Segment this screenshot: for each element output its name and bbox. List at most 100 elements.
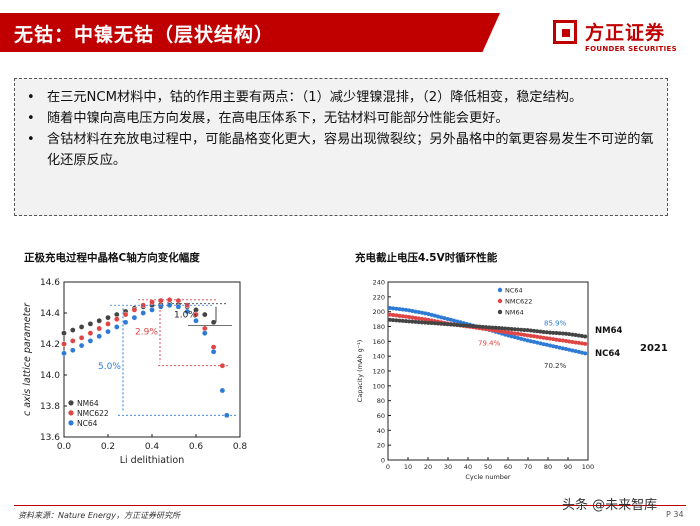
y-tick-label: 180 [373,323,385,331]
data-point-nm64 [493,325,498,330]
data-point-nmc622 [570,339,575,344]
page-number: P 34 [666,510,684,519]
cycling-chart: 0 10 20 30 40 50 60 70 80 90 100 0 20 40 60 80 100 120 140… [356,279,668,482]
data-point-nmc622 [114,316,120,323]
data-point-nc64 [87,338,94,344]
data-point-nc64 [397,307,402,312]
y-tick-label: 14.4 [40,309,60,319]
data-point-nmc622 [157,297,164,304]
data-point-nm64 [420,320,424,325]
data-point-nc64 [452,318,456,323]
data-point-nc64 [554,344,559,349]
data-point-nm64 [439,321,444,326]
data-point-nm64 [583,334,588,339]
data-point-nc64 [564,347,568,352]
data-point-nm64 [557,331,562,336]
y-axis-label: Capacity (mAh g⁻¹) [356,340,364,403]
data-point-nmc622 [564,339,568,344]
title-bar: 无钴：中镍无钴（层状结构） [0,13,500,52]
data-point-nmc622 [201,325,208,332]
legend-label-nc64: NC64 [505,287,523,295]
nm64-change-label: 1.0% [174,311,197,321]
data-point-nm64 [535,329,540,334]
data-point-nc64 [96,333,102,340]
data-point-nm64 [525,328,530,333]
y-tick-label: 20 [377,442,385,450]
data-point-nm64 [551,330,556,335]
data-point-nm64 [448,322,453,327]
data-point-nmc622 [397,313,402,318]
data-point-nm64 [114,311,120,318]
footer-source: 资料来源：Nature Energy，方正证券研究所 [18,511,180,520]
data-point-nm64 [429,321,434,326]
data-point-nc64 [541,342,546,347]
data-point-nm64 [528,328,533,333]
data-point-nm64 [70,327,76,333]
data-point-nm64 [96,317,102,324]
data-point-nc64 [184,308,190,315]
data-point-nc64 [432,313,437,318]
right-chart-title: 充电截止电压4.5V时循环性能 [355,252,498,264]
data-point-nmc622 [122,311,129,318]
data-point-nc64 [512,335,517,340]
data-point-nc64 [442,316,447,321]
x-tick-label: 90 [564,463,572,471]
data-point-nc64 [448,317,453,322]
legend-marker-nmc622 [497,298,503,304]
data-point-nmc622 [541,335,546,340]
year-label: 2021 [640,343,668,354]
data-point-nmc622 [583,341,588,346]
data-point-nc64 [201,330,208,336]
data-point-nm64 [78,324,85,330]
nmc622-retention-label: 79.4% [478,339,501,347]
data-point-nmc622 [496,329,501,334]
data-point-nc64 [560,346,565,351]
data-point-nmc622 [423,317,428,322]
summary-box: 在三元NCM材料中，钴的作用主要有两点：（1）减少锂镍混排，（2）降低相变，稳定… [14,78,668,216]
data-point-nc64 [548,343,552,348]
data-point-nmc622 [407,315,412,320]
data-point-nc64 [519,336,524,341]
data-point-nmc622 [175,297,182,304]
left-chart-title: 正极充电过程中晶格C轴方向变化幅度 [24,252,200,264]
data-point-nc64 [219,387,226,394]
data-point-nmc622 [105,321,111,327]
data-point-nmc622 [576,340,581,345]
y-tick-label: 40 [377,427,385,435]
nc64-retention-label: 70.2% [544,362,567,370]
x-tick-label: 0.4 [145,442,160,452]
data-point-nm64 [576,333,581,338]
data-point-nc64 [573,349,578,354]
y-tick-label: 14.0 [40,371,60,381]
nm64-end-label: NM64 [595,326,622,336]
data-point-nc64 [557,345,562,350]
legend-marker-nm64 [497,309,503,315]
data-point-nm64 [436,321,440,326]
data-point-nmc622 [413,315,418,320]
data-point-nmc622 [554,337,559,342]
data-point-nmc622 [394,313,399,318]
logo-en: FOUNDER SECURITIES [585,45,677,53]
data-point-nc64 [506,333,511,338]
data-point-nmc622 [538,335,543,340]
y-tick-label: 160 [373,338,385,346]
data-point-nc64 [131,314,138,321]
data-point-nmc622 [548,336,552,341]
data-point-nc64 [78,342,85,349]
data-point-nmc622 [506,330,511,335]
y-axis-label: c axis lattice parameter [22,302,33,416]
legend-label-nmc622: NMC622 [77,409,109,418]
data-point-nm64 [201,311,208,318]
data-point-nm64 [516,327,520,332]
data-point-nm64 [416,320,421,325]
data-point-nm64 [573,333,578,338]
data-point-nm64 [388,317,392,322]
x-tick-label: 0 [386,463,390,471]
data-point-nmc622 [519,332,524,337]
data-point-nc64 [423,311,428,316]
data-point-nc64 [580,350,584,355]
data-point-nc64 [61,350,67,357]
data-point-nm64 [570,332,575,337]
data-point-nmc622 [512,331,517,336]
data-point-nc64 [528,339,533,344]
